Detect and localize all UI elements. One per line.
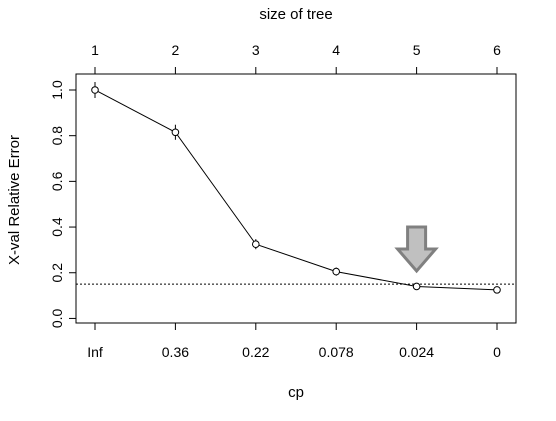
data-point <box>332 267 341 276</box>
x-axis-title-bottom: cp <box>288 384 304 401</box>
plot-frame <box>75 73 517 324</box>
series-path <box>94 89 498 291</box>
bottom-tick-label: 0 <box>493 344 501 360</box>
bottom-axis: Inf 0.36 0.22 0.078 0.024 0 <box>87 323 501 360</box>
y-tick-label: 0.8 <box>49 126 65 146</box>
y-tick-label: 0.0 <box>49 308 65 328</box>
data-point <box>171 128 180 137</box>
top-tick-label: 5 <box>413 42 421 58</box>
y-tick-label: 0.2 <box>49 263 65 283</box>
top-tick-label: 1 <box>91 42 99 58</box>
series-line <box>91 81 501 294</box>
bottom-tick-label: 0.024 <box>399 344 434 360</box>
y-axis: 0.0 0.2 0.4 0.6 0.8 1.0 <box>49 80 76 328</box>
bottom-tick-label: 0.078 <box>319 344 354 360</box>
arrow-shape <box>394 225 439 274</box>
data-point <box>493 286 501 294</box>
y-axis-title: X-val Relative Error <box>6 135 23 265</box>
bottom-tick-label: 0.22 <box>242 344 269 360</box>
top-tick-label: 3 <box>252 42 260 58</box>
y-tick-label: 0.6 <box>49 171 65 191</box>
bottom-tick-label: Inf <box>87 344 103 360</box>
data-point <box>252 240 260 248</box>
bottom-tick-label: 0.36 <box>162 344 189 360</box>
top-tick-label: 4 <box>332 42 340 58</box>
y-tick-label: 0.4 <box>49 217 65 237</box>
top-tick-label: 2 <box>172 42 180 58</box>
data-point <box>91 86 99 94</box>
y-tick-label: 1.0 <box>49 80 65 100</box>
x-axis-title-top: size of tree <box>259 6 332 23</box>
top-axis: 1 2 3 4 5 6 <box>91 42 501 74</box>
arrow-down-icon <box>394 225 439 274</box>
top-tick-label: 6 <box>493 42 501 58</box>
data-point <box>412 282 421 291</box>
